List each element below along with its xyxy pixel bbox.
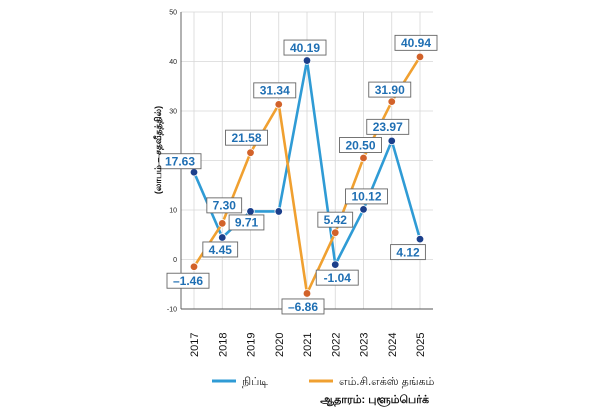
data-label: 17.63 [165,155,195,169]
data-label-box [283,39,327,56]
data-label: 21.58 [231,131,261,145]
legend-label-mcx-gold: எம்.சி.எக்ஸ் தங்கம் [339,376,434,388]
y-tick-label: 10 [169,208,177,215]
data-label-box [166,272,210,289]
x-tick-label: 2021 [302,333,314,357]
data-point-0 [387,136,396,146]
data-point-1 [359,153,368,163]
data-point-1 [218,219,227,228]
data-label: 9.71 [235,216,259,230]
x-tick-label: 2022 [330,333,342,357]
x-tick-label: 2018 [217,333,229,357]
y-axis-label: (லாபம் – சதவீதத்தில்) [153,106,164,194]
data-point-1 [246,148,255,157]
data-point-0 [359,205,368,214]
source-note: ஆதாரம்: புளூம்பெர்க் [320,394,429,407]
data-point-0 [331,260,340,269]
data-label-box [345,188,388,205]
y-tick-label: 30 [169,109,177,116]
data-label: 20.50 [345,138,375,152]
data-label: 31.90 [375,83,405,97]
legend: நிப்டி எம்.சி.எக்ஸ் தங்கம் [212,376,434,388]
data-point-1 [189,262,199,271]
data-point-1 [415,52,425,62]
data-label: -1.04 [324,271,352,285]
data-label-box [228,214,265,231]
data-label: 40.94 [401,36,431,50]
data-labels: 17.63 4.459.71 40.19 -1.04 10.12 23.97 4.12 –1.… [158,34,438,315]
data-label-box [317,211,354,228]
data-point-0 [415,234,425,244]
data-label: 31.34 [260,84,290,98]
data-point-1 [302,289,312,298]
data-label: 40.19 [290,41,320,55]
data-label: 10.12 [351,190,381,204]
y-tick-label: 0 [173,257,177,264]
x-tick-label: 2019 [246,333,258,357]
data-label-box [390,244,426,261]
data-label-box [339,137,382,153]
data-label-box [253,82,297,99]
data-label-box [315,269,359,286]
data-label-box [206,197,243,214]
data-label-box [225,129,268,146]
x-tick-label: 2024 [387,333,399,357]
data-label: 4.12 [396,245,420,259]
data-label: 7.30 [213,199,237,213]
data-point-1 [387,97,396,106]
data-label: 23.97 [373,120,403,134]
y-tick-label: -10 [167,307,177,314]
axes: -100102030405020172018201920202021202220… [167,10,433,357]
data-point-1 [274,100,283,109]
y-tick-label: 50 [169,10,177,17]
data-label: –1.46 [173,274,203,288]
data-point-0 [218,233,227,242]
data-label-box [368,81,412,98]
data-label: –6.86 [288,300,318,314]
x-tick-label: 2020 [274,333,286,357]
y-tick-label: 40 [169,59,177,66]
data-point-0 [274,207,283,216]
data-label-box [281,298,325,315]
data-label-box [202,241,239,258]
legend-label-nifty: நிப்டி [242,376,268,388]
data-label-box [158,153,202,170]
data-label-box [394,34,438,51]
data-label-box [366,118,410,135]
series-markers [189,52,425,298]
data-label: 4.45 [209,243,233,257]
data-label: 5.42 [324,213,348,227]
data-point-0 [302,56,312,65]
data-point-1 [331,228,340,237]
x-tick-label: 2023 [359,333,371,357]
x-tick-label: 2025 [415,333,427,357]
x-tick-label: 2017 [189,333,201,357]
data-point-0 [189,168,199,177]
data-point-0 [246,207,255,216]
